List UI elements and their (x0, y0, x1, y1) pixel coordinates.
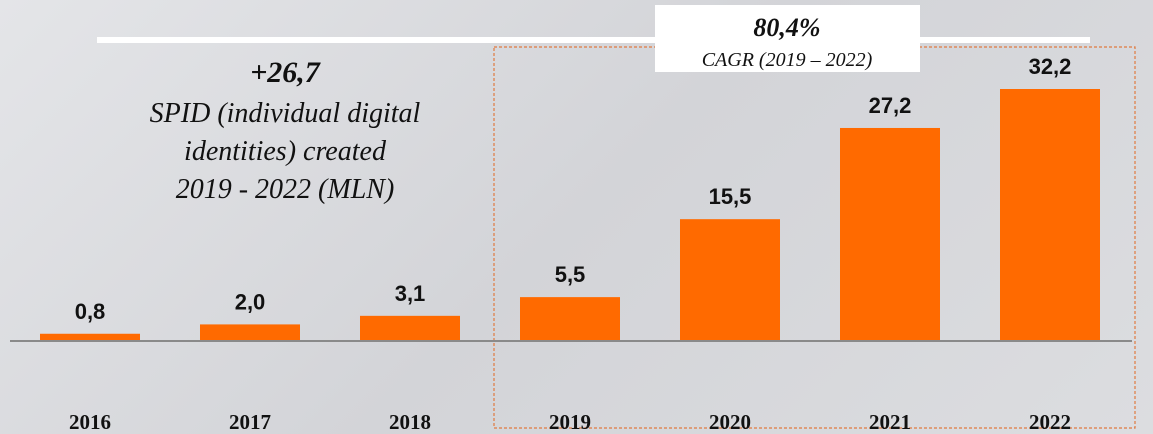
x-tick-label: 2016 (69, 410, 111, 434)
bar (360, 315, 460, 340)
x-tick-label: 2019 (549, 410, 591, 434)
value-label: 32,2 (1029, 54, 1072, 79)
total-label: SPID (individual digital (150, 98, 421, 129)
bar (40, 333, 140, 340)
cagr-value: 80,4% (753, 13, 820, 42)
bar (680, 219, 780, 340)
bar (520, 297, 620, 340)
value-label: 3,1 (395, 281, 426, 306)
value-label: 5,5 (555, 262, 586, 287)
bar (200, 324, 300, 340)
x-tick-label: 2021 (869, 410, 911, 434)
value-label: 27,2 (869, 93, 912, 118)
x-tick-label: 2017 (229, 410, 271, 434)
value-label: 2,0 (235, 289, 266, 314)
cagr-label: CAGR (2019 – 2022) (702, 49, 873, 71)
bar (840, 127, 940, 340)
total-label: 2019 - 2022 (MLN) (176, 174, 395, 205)
value-label: 0,8 (75, 299, 106, 324)
value-label: 15,5 (709, 184, 752, 209)
x-tick-label: 2018 (389, 410, 431, 434)
cagr-box (655, 5, 920, 72)
x-tick-label: 2020 (709, 410, 751, 434)
bar (1000, 89, 1100, 340)
x-tick-label: 2022 (1029, 410, 1071, 434)
total-label: identities) created (184, 136, 387, 167)
total-value: +26,7 (250, 56, 321, 89)
